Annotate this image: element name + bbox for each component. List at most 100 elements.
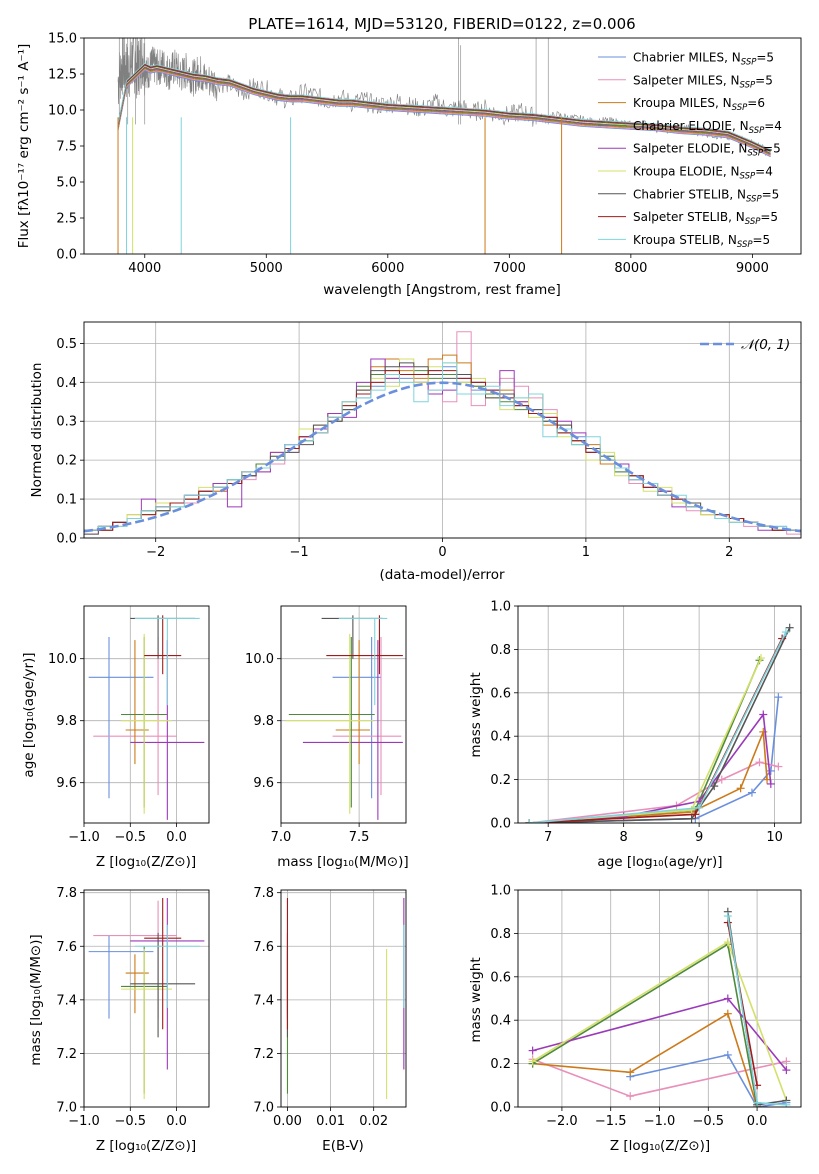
legend-label: Kroupa MILES, NSSP=6 — [633, 96, 765, 113]
residual-ytick-label: 0.1 — [56, 493, 77, 508]
agez-ytick-label: 9.6 — [56, 776, 77, 791]
residual-ytick-label: 0.0 — [56, 532, 77, 547]
agemass-xlabel: mass [log₁₀(M/M⊙)] — [277, 854, 408, 870]
massebv-xtick-label: 0.01 — [316, 1114, 345, 1129]
legend-label: Kroupa ELODIE, NSSP=4 — [633, 165, 773, 182]
legend-label: Salpeter ELODIE, NSSP=5 — [633, 142, 781, 159]
legend-label: Chabrier MILES, NSSP=5 — [633, 51, 774, 68]
mwage-series-line — [529, 697, 780, 823]
mass-z-panel: Z [log₁₀(Z/Z⊙)] mass [log₁₀(M/M⊙)] −1.0−… — [28, 886, 210, 1154]
legend-label-suffix: =6 — [747, 96, 765, 110]
spectrum-model-line — [117, 69, 771, 158]
residual-gaussian-line — [84, 381, 801, 533]
agemass-xtick-label: 7.0 — [271, 830, 292, 845]
mwage-series-line — [529, 712, 772, 823]
massz-plot-area — [88, 898, 205, 1099]
mwz-xtick-label: −1.5 — [595, 1114, 627, 1129]
mwage-series-line — [529, 657, 762, 823]
massebv-ytick-label: 7.8 — [253, 886, 274, 901]
mwz-ytick-label: 0.4 — [490, 1014, 511, 1029]
spectrum-panel: PLATE=1614, MJD=53120, FIBERID=0122, z=0… — [16, 15, 802, 298]
spectrum-xtick-label: 7000 — [493, 261, 526, 276]
legend-label-suffix: =5 — [763, 142, 781, 156]
legend-label-sub: SSP — [745, 217, 761, 227]
legend-label-suffix: =5 — [756, 51, 774, 65]
agez-xtick-label: −1.0 — [68, 830, 100, 845]
massz-ytick-label: 7.8 — [56, 886, 77, 901]
age-z-panel: Z [log₁₀(Z/Z⊙)] age [log₁₀(age/yr)] −1.0… — [21, 605, 210, 870]
massebv-xlabel: E(B-V) — [322, 1138, 364, 1154]
massz-xtick-label: −1.0 — [68, 1114, 100, 1129]
mwz-xtick-label: −0.5 — [693, 1114, 725, 1129]
residual-axes: −2 −1 0 1 2 0.0 0.1 0.2 0.3 0.4 0.5 — [56, 322, 801, 560]
massz-axes: −1.0 −0.5 0.0 7.0 7.2 7.4 7.6 7.8 — [56, 886, 209, 1129]
residual-frame — [83, 321, 802, 539]
spectrum-model-line — [117, 65, 771, 153]
massebv-xtick-label: 0.00 — [273, 1114, 302, 1129]
mwz-frame — [517, 889, 802, 1108]
legend-label-name: Chabrier ELODIE, N — [633, 119, 749, 133]
legend-label-sub: SSP — [741, 58, 757, 68]
mwage-frame — [517, 605, 802, 824]
agez-ylabel: age [log₁₀(age/yr)] — [21, 652, 37, 777]
legend-label: Salpeter STELIB, NSSP=5 — [633, 210, 778, 227]
legend-label-suffix: =5 — [753, 233, 771, 247]
agez-ytick-label: 10.0 — [48, 652, 77, 667]
legend-label: Kroupa STELIB, NSSP=5 — [633, 233, 770, 250]
agez-xlabel: Z [log₁₀(Z/Z⊙)] — [96, 854, 196, 870]
spectrum-ytick-label: 2.5 — [56, 212, 77, 227]
mass-ebv-panel: E(B-V) 0.00 0.01 0.02 7.0 7.2 7.4 7.6 7.8 — [253, 886, 407, 1154]
residual-xtick-label: 1 — [582, 545, 590, 560]
agemass-ytick-label: 9.6 — [253, 776, 274, 791]
agez-frame — [83, 605, 210, 824]
legend-label-suffix: =4 — [755, 165, 773, 179]
spectrum-xtick-label: 9000 — [736, 261, 769, 276]
massebv-ytick-label: 7.0 — [253, 1101, 274, 1116]
massz-xtick-label: −0.5 — [115, 1114, 147, 1129]
legend-label-suffix: =5 — [760, 210, 778, 224]
spectrum-model-line — [117, 67, 771, 156]
mwage-ytick-label: 0.8 — [490, 643, 511, 658]
agemass-frame — [280, 605, 407, 824]
mwz-ytick-label: 0.2 — [490, 1057, 511, 1072]
mwz-ytick-label: 0.6 — [490, 970, 511, 985]
residual-xtick-label: −2 — [146, 545, 165, 560]
spectrum-model-line — [117, 66, 771, 154]
residual-histogram — [84, 362, 801, 538]
mwz-series-line — [532, 1012, 758, 1107]
legend-label-name: Kroupa MILES, N — [633, 96, 732, 110]
legend-label-sub: SSP — [749, 126, 765, 136]
mwage-xtick-label: 7 — [544, 830, 552, 845]
mwz-ytick-label: 0.8 — [490, 927, 511, 942]
spectrum-model-line — [117, 62, 771, 151]
legend-label: Chabrier STELIB, NSSP=5 — [633, 187, 779, 204]
agez-axes: −1.0 −0.5 0.0 9.6 9.8 10.0 — [48, 606, 209, 845]
spectrum-model-line — [117, 68, 771, 157]
agemass-plot-area — [285, 615, 403, 820]
massz-ylabel: mass [log₁₀(M/M⊙)] — [28, 934, 44, 1065]
mwz-series-line — [532, 943, 758, 1107]
spectrum-title: PLATE=1614, MJD=53120, FIBERID=0122, z=0… — [248, 15, 635, 33]
spectrum-model-line — [117, 64, 771, 152]
massz-xtick-label: 0.0 — [166, 1114, 187, 1129]
residual-panel: (data-model)/error Normed distribution −… — [29, 321, 802, 583]
massz-ytick-label: 7.6 — [56, 940, 77, 955]
spectrum-xlabel: wavelength [Angstrom, rest frame] — [323, 282, 561, 298]
mwz-ylabel: mass weight — [468, 957, 484, 1042]
spectrum-ytick-label: 12.5 — [48, 68, 77, 83]
spectrum-ylabel: Flux [fλ10⁻¹⁷ erg cm⁻² s⁻¹ A⁻¹] — [16, 44, 32, 249]
spectrum-ytick-label: 0.0 — [56, 248, 77, 263]
spectrum-xtick-label: 6000 — [371, 261, 404, 276]
massebv-axes: 0.00 0.01 0.02 7.0 7.2 7.4 7.6 7.8 — [253, 886, 406, 1129]
legend-label-suffix: =4 — [764, 119, 782, 133]
mwage-series-line — [529, 659, 761, 823]
age-mass-panel: mass [log₁₀(M/M⊙)] 7.0 7.5 9.6 9.8 10.0 — [245, 605, 409, 870]
mwage-xlabel: age [log₁₀(age/yr)] — [597, 854, 722, 870]
agemass-ytick-label: 9.8 — [253, 714, 274, 729]
agez-xtick-label: 0.0 — [166, 830, 187, 845]
mwz-ytick-label: 0.0 — [490, 1101, 511, 1116]
mwage-series-line — [529, 627, 791, 823]
massebv-plot-area — [286, 898, 405, 1099]
spectrum-axes: 4000 5000 6000 7000 8000 9000 0.0 2.5 5.0 7.5 10.0… — [48, 32, 769, 277]
